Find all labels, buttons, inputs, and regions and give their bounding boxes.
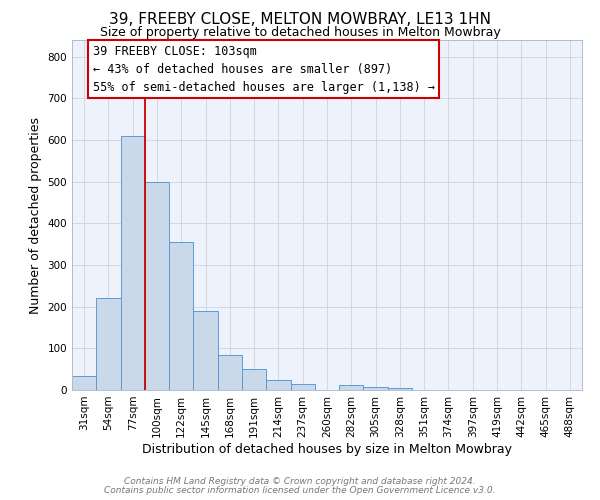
Y-axis label: Number of detached properties: Number of detached properties bbox=[29, 116, 42, 314]
Text: 39 FREEBY CLOSE: 103sqm
← 43% of detached houses are smaller (897)
55% of semi-d: 39 FREEBY CLOSE: 103sqm ← 43% of detache… bbox=[92, 44, 434, 94]
Bar bbox=[121, 136, 145, 390]
Bar bbox=[388, 388, 412, 390]
Bar bbox=[266, 380, 290, 390]
Text: Contains public sector information licensed under the Open Government Licence v3: Contains public sector information licen… bbox=[104, 486, 496, 495]
Bar bbox=[364, 386, 388, 390]
Bar bbox=[339, 385, 364, 390]
Bar bbox=[218, 354, 242, 390]
Bar bbox=[290, 384, 315, 390]
Bar bbox=[169, 242, 193, 390]
Text: Contains HM Land Registry data © Crown copyright and database right 2024.: Contains HM Land Registry data © Crown c… bbox=[124, 477, 476, 486]
Bar bbox=[145, 182, 169, 390]
Bar bbox=[193, 311, 218, 390]
X-axis label: Distribution of detached houses by size in Melton Mowbray: Distribution of detached houses by size … bbox=[142, 442, 512, 456]
Text: Size of property relative to detached houses in Melton Mowbray: Size of property relative to detached ho… bbox=[100, 26, 500, 39]
Bar bbox=[96, 298, 121, 390]
Text: 39, FREEBY CLOSE, MELTON MOWBRAY, LE13 1HN: 39, FREEBY CLOSE, MELTON MOWBRAY, LE13 1… bbox=[109, 12, 491, 28]
Bar bbox=[242, 369, 266, 390]
Bar bbox=[72, 376, 96, 390]
